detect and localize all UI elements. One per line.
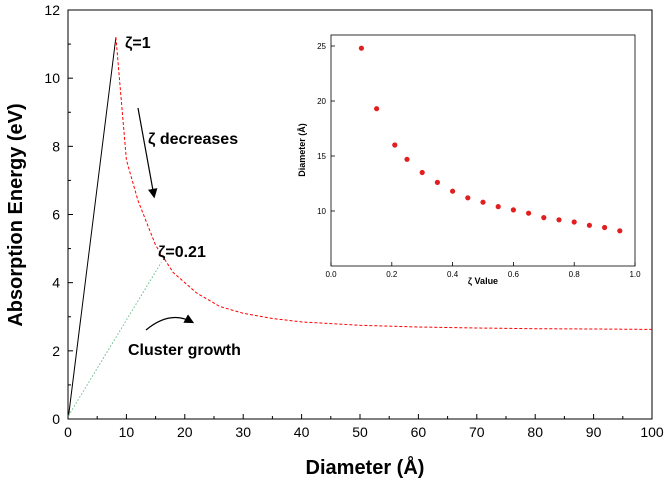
inset-x-tick-label: 1.0: [629, 270, 641, 279]
inset-data-point: [450, 188, 456, 194]
main-series-line-0: [68, 37, 117, 416]
inset-y-tick-label: 25: [317, 42, 326, 51]
annotation-zeta-021: ζ=0.21: [158, 244, 206, 261]
inset-x-tick-label: 0.8: [569, 270, 581, 279]
main-x-tick-label: 30: [235, 424, 251, 440]
inset-x-tick-label: 0.2: [386, 270, 398, 279]
main-y-tick-label: 10: [44, 70, 60, 86]
main-x-tick-label: 20: [177, 424, 193, 440]
main-x-tick-label: 0: [64, 424, 72, 440]
annotation-cluster-growth: Cluster growth: [128, 342, 241, 359]
inset-y-tick-label: 20: [317, 97, 326, 106]
main-y-tick-label: 12: [44, 2, 60, 18]
main-x-tick-label: 60: [411, 424, 427, 440]
inset-x-axis-label: ζ Value: [468, 276, 498, 286]
inset-data-point: [434, 179, 440, 185]
inset-data-point: [465, 195, 471, 201]
inset-x-tick-label: 0.6: [508, 270, 520, 279]
main-y-tick-label: 0: [52, 411, 60, 427]
inset-data-point: [617, 228, 623, 234]
main-x-tick-label: 80: [527, 424, 543, 440]
inset-data-point: [510, 207, 516, 213]
main-x-axis-label: Diameter (Å): [306, 455, 425, 479]
main-y-axis-label: Absorption Energy (eV): [5, 103, 27, 326]
inset-data-point: [358, 45, 364, 51]
main-series-line-2: [68, 261, 162, 416]
main-axis-ticks: 0 10 20 30 40 50 60 70 80 90 100 0 2 4 6 8 10 12: [44, 2, 663, 440]
main-y-tick-label: 4: [52, 275, 60, 291]
main-y-tick-label: 8: [52, 138, 60, 154]
main-y-tick-label: 6: [52, 207, 60, 223]
inset-data-point: [586, 222, 593, 228]
inset-data-point: [541, 215, 547, 221]
main-x-tick-label: 50: [352, 424, 368, 440]
inset-plot-frame: [330, 34, 636, 267]
inset-y-axis-label: Diameter (Å): [297, 123, 307, 177]
decreasing-arrow: [137, 107, 158, 199]
inset-data-point: [392, 142, 398, 148]
inset-data-point: [571, 219, 577, 225]
inset-x-tick-label: 0.4: [447, 270, 459, 279]
main-x-tick-label: 90: [586, 424, 602, 440]
main-y-tick-label: 2: [52, 343, 60, 359]
inset-data-point: [404, 156, 410, 162]
inset-y-tick-label: 10: [317, 207, 326, 216]
inset-data-point: [419, 169, 425, 176]
annotation-zeta-one: ζ=1: [125, 35, 151, 52]
main-x-tick-label: 40: [294, 424, 310, 440]
inset-axis-ticks: 0.0 0.2 0.4 0.6 0.8 1.0 10 15 20 25: [317, 42, 641, 279]
main-series-line-1: [115, 37, 653, 330]
inset-data-point: [602, 224, 608, 231]
inset-data-point: [556, 217, 562, 223]
inset-data-point: [526, 210, 532, 216]
inset-points-group: [358, 45, 623, 234]
main-x-tick-label: 70: [469, 424, 485, 440]
inset-data-point: [495, 204, 501, 210]
inset-data-point: [480, 199, 486, 205]
annotation-zeta-decreases: ζ decreases: [148, 131, 238, 148]
main-x-tick-label: 100: [640, 424, 664, 440]
inset-x-tick-label: 0.0: [325, 270, 337, 279]
inset-data-point: [374, 106, 380, 112]
main-x-tick-label: 10: [119, 424, 135, 440]
main-series-group: [68, 37, 653, 416]
growth-arrow: [145, 314, 195, 331]
inset-y-tick-label: 15: [317, 152, 326, 161]
